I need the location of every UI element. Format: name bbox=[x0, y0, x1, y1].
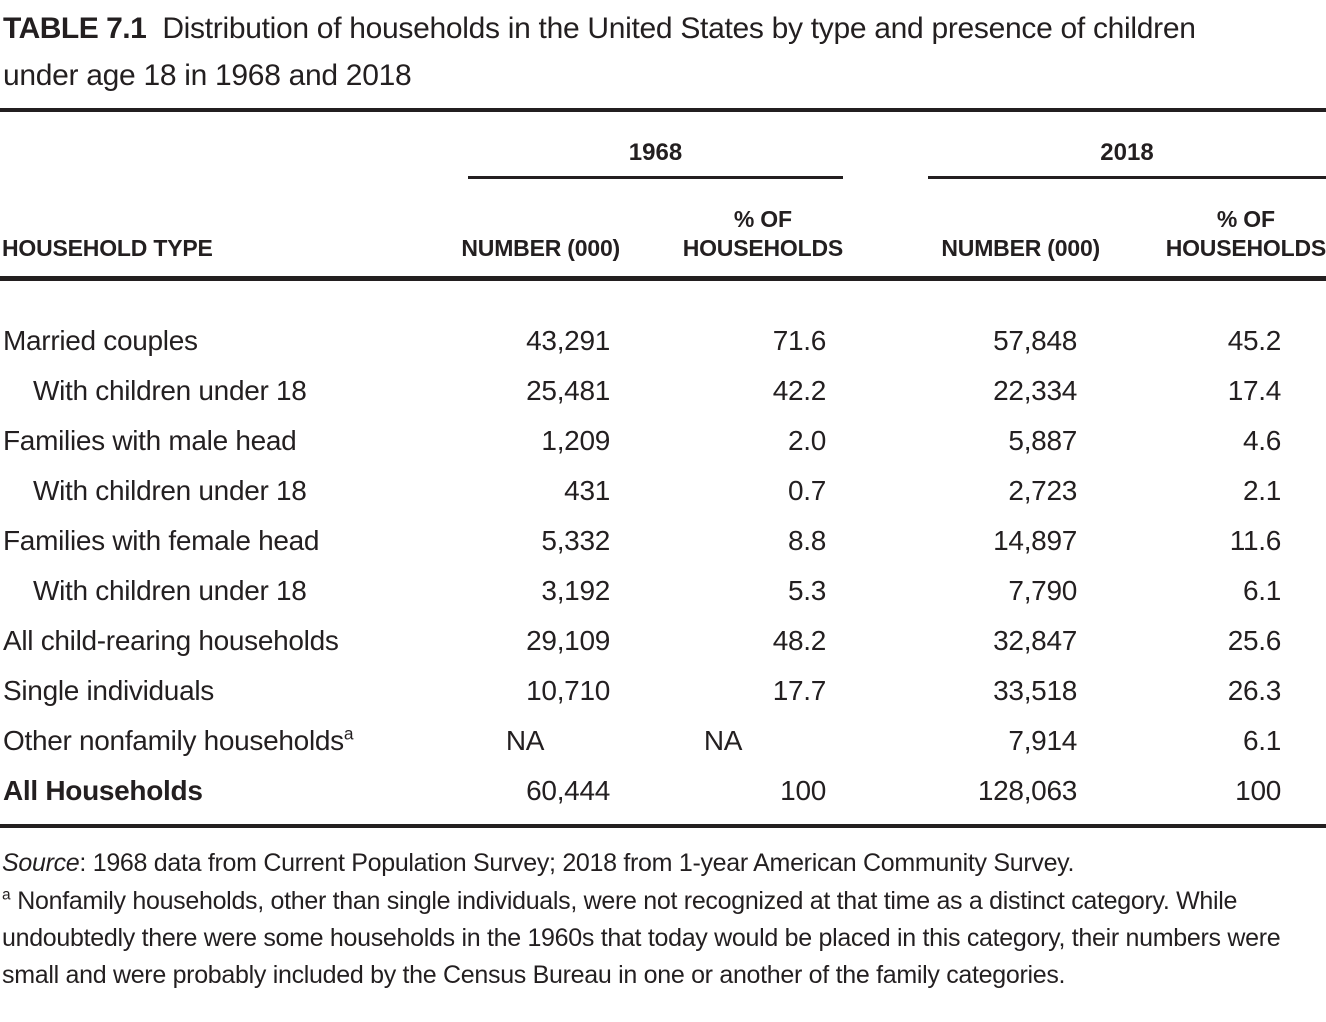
number-2018-cell: 57,848 bbox=[993, 324, 1077, 356]
column-header-number-1968: NUMBER (000) bbox=[440, 179, 620, 281]
pct-1968-cell: 17.7 bbox=[772, 674, 827, 706]
table-notes: Source: 1968 data from Current Populatio… bbox=[0, 845, 1326, 994]
pct-1968-cell: 42.2 bbox=[772, 374, 827, 406]
pct-header-line2-1968: HOUSEHOLDS bbox=[682, 234, 843, 261]
table-row: With children under 18 431 0.7 2,723 2.1 bbox=[0, 466, 1326, 516]
footnote: a Nonfamily households, other than singl… bbox=[2, 883, 1287, 994]
table-row: With children under 18 25,481 42.2 22,33… bbox=[0, 366, 1326, 416]
table-row: With children under 18 3,192 5.3 7,790 6… bbox=[0, 566, 1326, 616]
pct-2018-cell: 11.6 bbox=[1229, 524, 1282, 556]
footnote-text: Nonfamily households, other than single … bbox=[2, 886, 1281, 989]
number-1968-cell: 43,291 bbox=[526, 324, 610, 356]
household-type-cell: Single individuals bbox=[3, 674, 214, 706]
table-row: Single individuals 10,710 17.7 33,518 26… bbox=[0, 666, 1326, 716]
number-1968-cell: 1,209 bbox=[541, 424, 610, 456]
table-row: Married couples 43,291 71.6 57,848 45.2 bbox=[0, 278, 1326, 366]
column-header-number-2018: NUMBER (000) bbox=[843, 179, 1100, 281]
pct-1968-cell: 100 bbox=[620, 765, 843, 828]
table-row: Families with male head 1,209 2.0 5,887 … bbox=[0, 416, 1326, 466]
source-label: Source bbox=[2, 848, 80, 877]
year-group-spacer bbox=[0, 110, 440, 179]
source-text: : 1968 data from Current Population Surv… bbox=[79, 848, 1075, 877]
household-type-cell: With children under 18 bbox=[33, 574, 307, 606]
table-row: Families with female head 5,332 8.8 14,8… bbox=[0, 516, 1326, 566]
table-title: TABLE 7.1 Distribution of households in t… bbox=[0, 0, 1200, 99]
household-type-cell: All Households bbox=[0, 765, 440, 828]
number-2018-cell: 7,790 bbox=[1008, 574, 1077, 606]
households-table: 1968 2018 HOUSEHOLD TYPE NUMBER (000) % … bbox=[0, 108, 1326, 828]
pct-1968-cell: 48.2 bbox=[772, 624, 827, 656]
number-2018-cell: 7,914 bbox=[1008, 724, 1077, 756]
number-1968-cell: NA bbox=[505, 724, 545, 756]
number-1968-cell: 29,109 bbox=[526, 624, 610, 656]
pct-2018-cell: 26.3 bbox=[1227, 674, 1282, 706]
year-group-1968: 1968 bbox=[468, 139, 843, 179]
column-header-household-type: HOUSEHOLD TYPE bbox=[0, 179, 440, 281]
household-type-cell: Families with female head bbox=[3, 524, 320, 556]
year-group-1968-cell: 1968 bbox=[440, 110, 843, 179]
table-row: Other nonfamily householdsa NA NA 7,914 … bbox=[0, 716, 1326, 766]
table-number-label: TABLE 7.1 bbox=[3, 12, 147, 45]
number-1968-cell: 3,192 bbox=[541, 574, 610, 606]
pct-1968-cell: 71.6 bbox=[772, 324, 827, 356]
number-1968-cell: 431 bbox=[564, 474, 610, 506]
number-2018-cell: 32,847 bbox=[993, 624, 1077, 656]
table-header: 1968 2018 HOUSEHOLD TYPE NUMBER (000) % … bbox=[0, 110, 1326, 281]
pct-2018-cell: 25.6 bbox=[1227, 624, 1282, 656]
household-type-cell: Married couples bbox=[3, 324, 198, 356]
year-group-2018-cell: 2018 bbox=[843, 110, 1326, 179]
source-note: Source: 1968 data from Current Populatio… bbox=[2, 845, 1326, 882]
household-type-cell: With children under 18 bbox=[33, 474, 307, 506]
pct-2018-cell: 45.2 bbox=[1227, 324, 1282, 356]
footnote-marker-superscript: a bbox=[343, 723, 354, 744]
number-2018-cell: 22,334 bbox=[993, 374, 1077, 406]
number-2018-cell: 14,897 bbox=[993, 524, 1077, 556]
pct-1968-cell: 0.7 bbox=[787, 474, 826, 506]
number-1968-cell: 60,444 bbox=[440, 765, 620, 828]
column-header-row: HOUSEHOLD TYPE NUMBER (000) % OF HOUSEHO… bbox=[0, 179, 1326, 281]
household-type-cell: Families with male head bbox=[3, 424, 297, 456]
column-header-pct-1968: % OF HOUSEHOLDS bbox=[620, 179, 843, 281]
table-row: All child-rearing households 29,109 48.2… bbox=[0, 616, 1326, 666]
number-2018-cell: 128,063 bbox=[843, 765, 1100, 828]
pct-header-line1-2018: % OF bbox=[1216, 205, 1275, 232]
pct-1968-cell: NA bbox=[703, 724, 743, 756]
pct-header-line1-1968: % OF bbox=[733, 205, 792, 232]
pct-1968-cell: 5.3 bbox=[787, 574, 826, 606]
pct-2018-cell: 6.1 bbox=[1242, 574, 1281, 606]
number-1968-cell: 25,481 bbox=[526, 374, 610, 406]
pct-1968-cell: 8.8 bbox=[787, 524, 826, 556]
year-group-2018: 2018 bbox=[928, 139, 1326, 179]
household-type-cell: With children under 18 bbox=[33, 374, 307, 406]
pct-header-line2-2018: HOUSEHOLDS bbox=[1165, 234, 1326, 261]
number-2018-cell: 5,887 bbox=[1008, 424, 1077, 456]
pct-2018-cell: 100 bbox=[1100, 765, 1326, 828]
footnote-marker: a bbox=[2, 886, 11, 904]
number-2018-cell: 33,518 bbox=[993, 674, 1077, 706]
pct-2018-cell: 6.1 bbox=[1242, 724, 1281, 756]
table-title-text: Distribution of households in the United… bbox=[3, 12, 1196, 92]
pct-2018-cell: 17.4 bbox=[1227, 374, 1282, 406]
pct-1968-cell: 2.0 bbox=[787, 424, 826, 456]
number-2018-cell: 2,723 bbox=[1008, 474, 1077, 506]
household-type-cell: Other nonfamily householdsa bbox=[0, 716, 440, 766]
household-type-cell: All child-rearing households bbox=[3, 624, 339, 656]
pct-2018-cell: 2.1 bbox=[1242, 474, 1281, 506]
number-1968-cell: 10,710 bbox=[526, 674, 610, 706]
column-header-pct-2018: % OF HOUSEHOLDS bbox=[1100, 179, 1326, 281]
table-row-total: All Households 60,444 100 128,063 100 bbox=[0, 765, 1326, 828]
year-group-row: 1968 2018 bbox=[0, 110, 1326, 179]
household-type-label: Other nonfamily households bbox=[3, 724, 344, 756]
number-1968-cell: 5,332 bbox=[541, 524, 610, 556]
table-body: Married couples 43,291 71.6 57,848 45.2 … bbox=[0, 278, 1326, 828]
pct-2018-cell: 4.6 bbox=[1242, 424, 1281, 456]
